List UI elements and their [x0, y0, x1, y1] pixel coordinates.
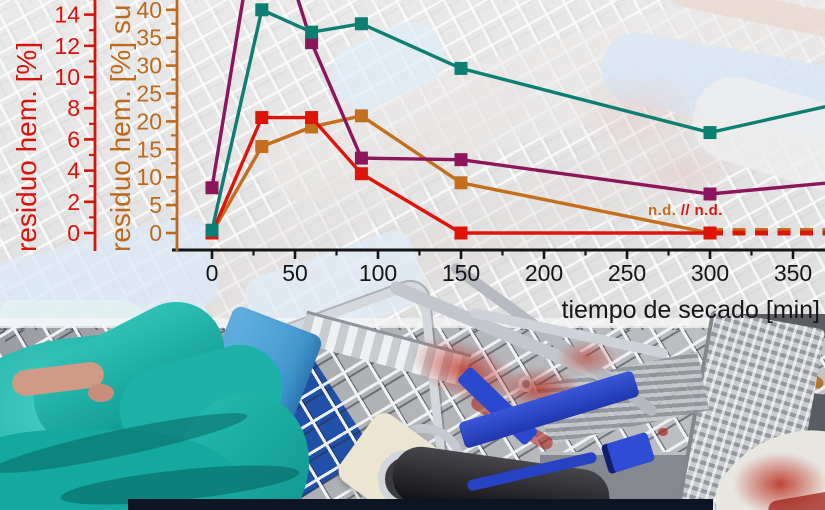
- x-tick-label: 50: [282, 260, 308, 286]
- orange-series-marker: [354, 109, 368, 123]
- purple-series-marker: [205, 181, 219, 195]
- orange-series-line: [210, 114, 711, 235]
- teal-series-marker: [354, 17, 368, 31]
- x-tick-label: 300: [691, 260, 729, 286]
- secondary-tick-label: 20: [136, 108, 162, 134]
- left-tick-label: 10: [54, 64, 80, 90]
- bottom-dark-strip: [128, 499, 713, 510]
- teal-series-marker: [305, 25, 319, 39]
- left-tick-label: 6: [67, 126, 80, 152]
- nd-annotation: n.d. // n.d.: [648, 202, 723, 219]
- secondary-tick-label: 30: [136, 53, 162, 79]
- red-series-marker: [454, 226, 468, 240]
- skin-gap: [88, 384, 114, 402]
- teal-series-marker: [255, 3, 269, 17]
- teal-series-line: [210, 7, 825, 231]
- left-axis-title: residuo hem. [%]: [11, 42, 42, 252]
- red-series-marker: [255, 111, 269, 125]
- left-tick-label: 8: [67, 95, 80, 121]
- red-series-line: [210, 115, 710, 235]
- generated-chart-elements: 0 50 100 150 200 250 300 3500246810121405101520…: [54, 0, 825, 286]
- blood-speck: [658, 428, 668, 436]
- x-tick-label: 150: [442, 260, 480, 286]
- secondary-tick-label: 0: [149, 220, 162, 246]
- nd-orange: n.d.: [648, 202, 677, 219]
- x-tick-label: 100: [359, 260, 397, 286]
- line-chart: 0 50 100 150 200 250 300 3500246810121405101520…: [11, 0, 825, 324]
- x-tick-label: 350: [774, 260, 812, 286]
- orange-series-marker: [454, 176, 468, 190]
- wash-seam: [0, 318, 825, 328]
- purple-series-marker: [354, 151, 368, 165]
- teal-series-marker: [205, 223, 219, 237]
- left-tick-label: 14: [54, 2, 80, 28]
- left-tick-label: 4: [67, 158, 80, 184]
- secondary-axis-title: residuo hem. [%] su: [105, 5, 136, 252]
- secondary-tick-label: 25: [136, 81, 162, 107]
- secondary-tick-label: 10: [136, 164, 162, 190]
- purple-series-marker: [703, 187, 717, 201]
- secondary-tick-label: 35: [136, 25, 162, 51]
- red-series-marker: [354, 167, 368, 181]
- wash-overlay: [0, 0, 825, 328]
- x-tick-label: 0: [206, 260, 219, 286]
- purple-series-marker: [454, 153, 468, 167]
- red-series-marker: [305, 111, 319, 125]
- nd-red: // n.d.: [676, 202, 723, 219]
- orange-series-marker: [255, 140, 269, 154]
- secondary-tick-label: 15: [136, 136, 162, 162]
- left-tick-label: 0: [67, 220, 80, 246]
- purple-series-marker: [305, 36, 319, 50]
- x-tick-label: 200: [525, 260, 563, 286]
- red-series-marker: [703, 226, 717, 240]
- secondary-tick-label: 40: [136, 0, 162, 23]
- left-tick-label: 2: [67, 189, 80, 215]
- x-tick-label: 250: [608, 260, 646, 286]
- teal-series-marker: [703, 126, 717, 140]
- secondary-tick-label: 5: [149, 192, 162, 218]
- teal-series-marker: [454, 61, 468, 75]
- left-tick-label: 12: [54, 33, 80, 59]
- blood-stain: [556, 340, 618, 376]
- x-axis-title: tiempo de secado [min]: [562, 296, 820, 324]
